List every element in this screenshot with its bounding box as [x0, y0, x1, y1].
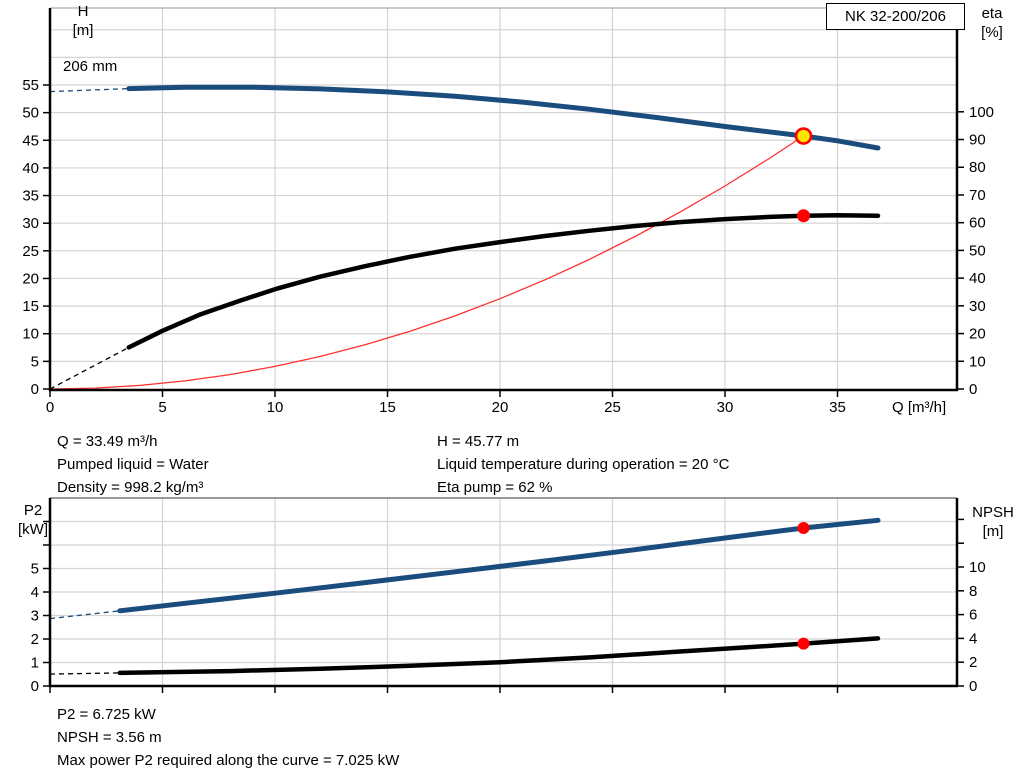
tick-label-left: 4: [31, 584, 39, 601]
q-axis-title: Q [m³/h]: [892, 399, 947, 416]
p2-axis-unit: [kW]: [18, 521, 48, 538]
npsh-curve-lead-dashed: [49, 672, 120, 675]
tick-label-right: 0: [969, 381, 977, 398]
npsh-axis-title: NPSH [m]: [964, 503, 1022, 541]
h-axis-name: H: [77, 3, 89, 20]
p2-axis-name: P2: [23, 502, 43, 519]
duty-point-npsh: [797, 637, 810, 650]
npsh-axis-unit: [m]: [982, 523, 1004, 540]
tick-label-right: 90: [969, 132, 986, 149]
p2-curve: [117, 517, 881, 614]
liquid-temperature: Liquid temperature during operation = 20…: [437, 456, 730, 473]
tick-label-left: 5: [31, 353, 39, 370]
tick-label-right: 0: [969, 678, 977, 695]
efficiency-curve: [126, 212, 881, 350]
npsh-axis-name: NPSH: [972, 504, 1014, 521]
tick-label-right: 50: [969, 242, 986, 259]
power-info: P2 = 6.725 kW NPSH = 3.56 m Max power P2…: [57, 703, 399, 772]
eta-axis-title: eta [%]: [966, 4, 1018, 42]
tick-label-x: 25: [604, 399, 621, 416]
duty-point-p2: [797, 521, 810, 534]
tick-label-left: 20: [22, 270, 39, 287]
tick-label-right: 40: [969, 270, 986, 287]
tick-label-left: 0: [31, 381, 39, 398]
tick-label-left: 0: [31, 678, 39, 695]
impeller-size-label: 206 mm: [63, 58, 118, 75]
tick-label-left: 45: [22, 132, 39, 149]
tick-label-left: 30: [22, 215, 39, 232]
tick-label-right: 70: [969, 187, 986, 204]
p2-curve-lead-dashed: [49, 610, 120, 620]
tick-label-left: 2: [31, 631, 39, 648]
eta-pump: Eta pump = 62 %: [437, 479, 553, 496]
tick-label-left: 5: [31, 561, 39, 578]
tick-label-left: 10: [22, 326, 39, 343]
p2-axis-title: P2 [kW]: [2, 501, 64, 539]
duty-info-left: Q = 33.49 m³/h Pumped liquid = Water Den…: [57, 430, 209, 499]
tick-label-right: 6: [969, 607, 977, 624]
max-power: Max power P2 required along the curve = …: [57, 752, 400, 769]
tick-label-right: 80: [969, 159, 986, 176]
tick-label-left: 35: [22, 188, 39, 205]
tick-label-x: 30: [717, 399, 734, 416]
p2-value: P2 = 6.725 kW: [57, 706, 156, 723]
eta-axis-unit: [%]: [981, 24, 1003, 41]
tick-label-right: 4: [969, 630, 977, 647]
tick-label-right: 30: [969, 298, 986, 315]
tick-label-left: 25: [22, 243, 39, 260]
density: Density = 998.2 kg/m³: [57, 479, 204, 496]
tick-label-left: 55: [22, 77, 39, 94]
tick-label-right: 10: [969, 353, 986, 370]
tick-label-right: 10: [969, 559, 986, 576]
duty-point-qh: [794, 127, 813, 145]
tick-label-x: 0: [46, 399, 54, 416]
tick-label-x: 20: [492, 399, 509, 416]
tick-label-x: 5: [158, 399, 166, 416]
tick-label-left: 50: [22, 105, 39, 122]
tick-label-x: 10: [267, 399, 284, 416]
h-axis-title: H [m]: [60, 2, 106, 40]
duty-q: Q = 33.49 m³/h: [57, 433, 158, 450]
npsh-curve: [117, 636, 881, 676]
qh-curve-lead-dashed: [49, 87, 129, 93]
tick-label-right: 8: [969, 583, 977, 600]
system-curve: [49, 135, 805, 390]
qh-curve: [126, 84, 881, 151]
pumped-liquid: Pumped liquid = Water: [57, 456, 209, 473]
h-axis-unit: [m]: [72, 22, 94, 39]
efficiency-curve-lead-dashed: [49, 346, 130, 390]
tick-label-left: 15: [22, 298, 39, 315]
tick-label-left: 3: [31, 608, 39, 625]
tick-label-x: 35: [829, 399, 846, 416]
duty-h: H = 45.77 m: [437, 433, 520, 450]
eta-axis-name: eta: [981, 5, 1003, 22]
tick-label-x: 15: [379, 399, 396, 416]
duty-info-right: H = 45.77 m Liquid temperature during op…: [437, 430, 729, 499]
tick-label-left: 1: [31, 655, 39, 672]
tick-label-right: 100: [969, 104, 994, 121]
tick-label-right: 20: [969, 326, 986, 343]
tick-label-right: 60: [969, 215, 986, 232]
tick-label-right: 2: [969, 654, 977, 671]
pump-model-box: NK 32-200/206: [826, 3, 965, 30]
duty-point-eta: [797, 209, 811, 223]
tick-label-left: 40: [22, 160, 39, 177]
npsh-value: NPSH = 3.56 m: [57, 729, 162, 746]
